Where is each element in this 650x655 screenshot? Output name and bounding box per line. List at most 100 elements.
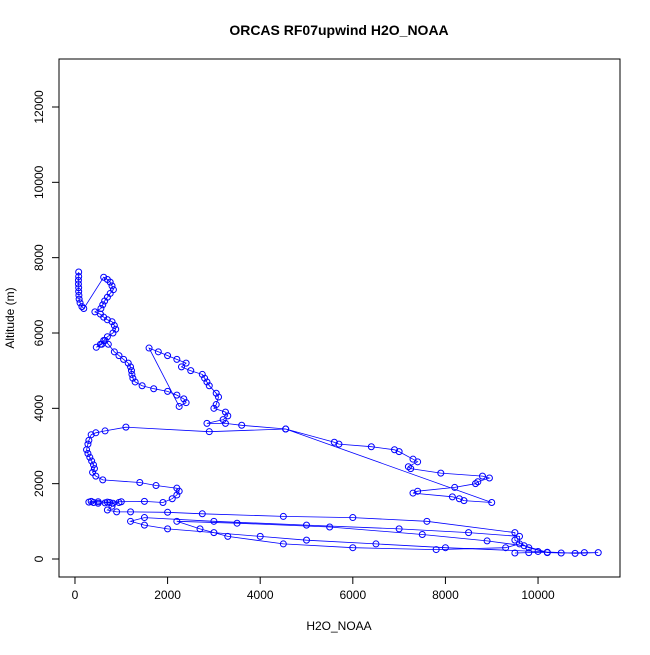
data-point xyxy=(109,329,117,337)
data-point xyxy=(140,521,148,529)
data-point xyxy=(478,472,486,480)
data-point xyxy=(511,536,519,544)
data-point xyxy=(485,474,493,482)
data-point xyxy=(92,429,100,437)
data-point xyxy=(221,419,229,427)
data-point xyxy=(196,525,204,533)
data-point xyxy=(180,395,188,403)
data-point xyxy=(86,453,94,461)
data-point xyxy=(164,387,172,395)
data-point xyxy=(233,519,241,527)
data-point xyxy=(140,497,148,505)
data-point xyxy=(175,487,183,495)
data-point xyxy=(349,544,357,552)
data-point xyxy=(182,399,190,407)
data-point xyxy=(198,370,206,378)
data-point xyxy=(177,363,185,371)
data-point xyxy=(511,549,519,557)
data-point xyxy=(94,499,102,507)
data-point xyxy=(122,423,130,431)
data-point xyxy=(106,278,114,286)
data-point xyxy=(100,273,108,281)
data-point xyxy=(87,431,95,439)
data-point xyxy=(92,343,100,351)
data-point xyxy=(103,333,111,341)
y-axis-label: Altitude (m) xyxy=(3,287,17,348)
data-point xyxy=(80,305,88,313)
data-point xyxy=(557,549,565,557)
data-point xyxy=(279,512,287,520)
data-point xyxy=(84,450,92,458)
data-point xyxy=(129,374,137,382)
x-tick-label: 0 xyxy=(72,588,79,602)
y-tick-label: 2000 xyxy=(32,470,46,497)
data-point xyxy=(372,540,380,548)
data-point xyxy=(85,436,93,444)
data-point xyxy=(90,465,98,473)
data-point xyxy=(203,419,211,427)
plot-frame xyxy=(58,58,621,578)
data-point xyxy=(106,498,114,506)
data-point xyxy=(219,416,227,424)
y-tick-label: 0 xyxy=(32,555,46,562)
data-point xyxy=(212,389,220,397)
data-point xyxy=(159,498,167,506)
data-point xyxy=(76,299,84,307)
data-point xyxy=(205,428,213,436)
data-point xyxy=(525,544,533,552)
data-point xyxy=(474,478,482,486)
data-point xyxy=(437,469,445,477)
data-point xyxy=(83,446,91,454)
data-point xyxy=(101,297,109,305)
data-point xyxy=(74,276,82,284)
data-point xyxy=(367,443,375,451)
data-point xyxy=(173,391,181,399)
data-point xyxy=(173,355,181,363)
data-point xyxy=(124,359,132,367)
data-point xyxy=(145,344,153,352)
data-point xyxy=(92,472,100,480)
data-point xyxy=(414,458,422,466)
data-point xyxy=(175,402,183,410)
data-point xyxy=(279,540,287,548)
data-point xyxy=(75,288,83,296)
data-point xyxy=(113,508,121,516)
data-point xyxy=(488,498,496,506)
data-point xyxy=(580,549,588,557)
data-point xyxy=(127,367,135,375)
data-point xyxy=(99,476,107,484)
data-point xyxy=(423,517,431,525)
data-point xyxy=(210,529,218,537)
data-point xyxy=(101,499,109,507)
data-point xyxy=(89,461,97,469)
data-point xyxy=(75,291,83,299)
data-point xyxy=(502,544,510,552)
data-point xyxy=(460,497,468,505)
chart-title: ORCAS RF07upwind H2O_NOAA xyxy=(229,22,448,38)
data-point xyxy=(103,316,111,324)
x-tick-label: 4000 xyxy=(247,588,274,602)
data-point xyxy=(409,489,417,497)
data-point xyxy=(448,493,456,501)
data-point xyxy=(138,382,146,390)
data-point xyxy=(441,544,449,552)
data-point xyxy=(164,525,172,533)
data-point xyxy=(152,482,160,490)
data-point xyxy=(395,525,403,533)
data-point xyxy=(110,348,118,356)
data-point xyxy=(104,340,112,348)
data-point xyxy=(326,523,334,531)
data-point xyxy=(224,532,232,540)
data-point xyxy=(221,408,229,416)
data-point xyxy=(472,480,480,488)
data-point xyxy=(131,378,139,386)
data-point xyxy=(516,540,524,548)
data-point xyxy=(75,272,83,280)
data-point xyxy=(516,532,524,540)
data-point xyxy=(511,529,519,537)
data-point xyxy=(75,268,83,276)
data-point xyxy=(432,546,440,554)
data-point xyxy=(571,549,579,557)
